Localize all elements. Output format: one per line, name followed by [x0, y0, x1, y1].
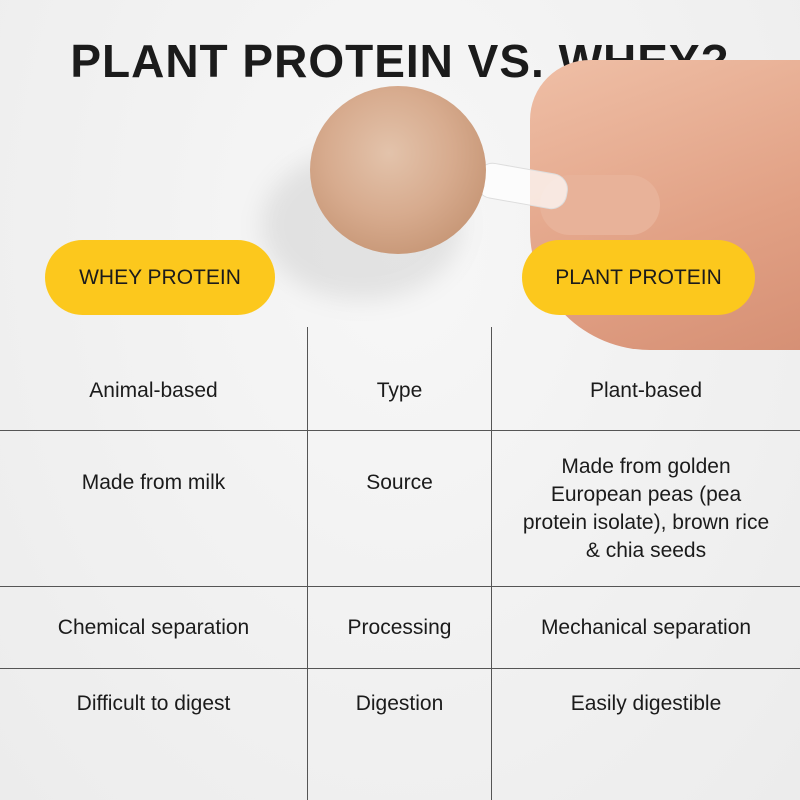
row-divider [0, 586, 800, 587]
plant-cell: Plant-based [589, 379, 703, 402]
row-divider [0, 668, 800, 669]
plant-protein-header: PLANT PROTEIN [522, 240, 755, 315]
category-cell: Processing [347, 615, 452, 639]
whey-protein-header: WHEY PROTEIN [45, 240, 275, 315]
category-cell: Type [376, 379, 423, 402]
whey-cell: Chemical separation [57, 615, 250, 639]
column-divider [307, 327, 308, 800]
whey-cell: Made from milk [81, 471, 226, 494]
row-divider [0, 430, 800, 431]
whey-cell: Animal-based [89, 379, 218, 402]
column-divider [491, 327, 492, 800]
plant-cell: Easily digestible [570, 692, 722, 715]
plant-cell: Made from golden European peas (pea prot… [522, 454, 770, 562]
category-cell: Digestion [355, 692, 444, 715]
plant-cell: Mechanical separation [540, 615, 752, 639]
category-cell: Source [366, 471, 433, 494]
protein-scoop-image [310, 86, 486, 254]
whey-cell: Difficult to digest [76, 692, 231, 715]
